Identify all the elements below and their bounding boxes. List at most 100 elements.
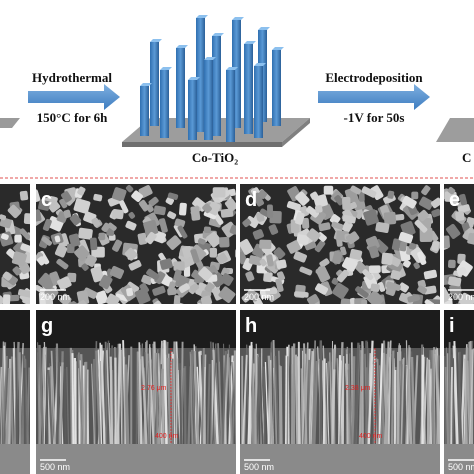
nanorod-top xyxy=(59,293,72,304)
product-label: C xyxy=(462,150,471,165)
nanorod xyxy=(163,340,168,445)
nanorod xyxy=(378,343,384,445)
nanorod xyxy=(69,347,73,445)
nanorod-top xyxy=(153,205,166,216)
thickness-label: 2.76 μm xyxy=(141,385,167,392)
nanorod xyxy=(137,351,140,445)
nanorod-top xyxy=(207,201,221,216)
nanorod-top xyxy=(183,265,191,277)
nanorod-top xyxy=(342,196,351,210)
nanorod xyxy=(0,366,3,435)
nanorod-top xyxy=(36,251,44,262)
nanorod-top xyxy=(402,259,411,268)
nanorod xyxy=(326,363,330,445)
scale-label: 500 nm xyxy=(244,462,274,472)
nanorod-top xyxy=(306,228,321,242)
nanorod-top xyxy=(332,282,349,300)
nanorod-top xyxy=(174,218,186,228)
nanorod-top xyxy=(173,269,182,282)
nanorod-top xyxy=(414,219,428,233)
rod-top xyxy=(244,41,256,44)
nanorod-top xyxy=(128,211,136,219)
nanorod-top xyxy=(119,200,129,214)
nanorod-top xyxy=(197,299,210,304)
nanorod-top xyxy=(178,283,190,293)
nanorod-top xyxy=(423,269,438,280)
nanorod xyxy=(254,348,257,445)
nanorod-top xyxy=(248,255,263,266)
nanorod xyxy=(97,349,103,445)
nanorod-top xyxy=(366,290,385,304)
nanorod-top xyxy=(11,251,27,267)
panel-label: g xyxy=(41,315,53,337)
nanorod xyxy=(0,341,5,445)
nanorod-top xyxy=(112,209,124,220)
nanorod-top xyxy=(90,266,105,283)
substrate xyxy=(444,444,474,474)
nanorod-top xyxy=(143,219,159,236)
nanorod xyxy=(38,344,45,445)
nanorod xyxy=(310,349,315,445)
nanorod-top xyxy=(68,233,81,248)
nanorod-top xyxy=(252,192,265,207)
nanorod-top xyxy=(375,221,390,233)
nanorod xyxy=(116,343,122,445)
nanorod-top xyxy=(368,265,381,274)
nanorod xyxy=(47,369,54,445)
nanorod-top xyxy=(141,274,153,286)
nanorod-top xyxy=(81,263,89,271)
nanorod-top xyxy=(190,206,201,221)
nanorod xyxy=(466,360,471,445)
nanorod-top xyxy=(252,229,264,240)
step-method: Hydrothermal xyxy=(32,70,112,85)
nanorod-top xyxy=(56,258,69,270)
nanorod-top xyxy=(57,276,72,291)
step-condition: 150°C for 6h xyxy=(37,110,108,125)
nanorod-top xyxy=(214,214,224,225)
nanorod-top xyxy=(203,226,211,234)
nanorod-top xyxy=(455,211,465,222)
nanorod xyxy=(104,341,109,445)
nanorod-top xyxy=(1,233,9,240)
nanorod-top xyxy=(424,299,435,304)
nanorod-top xyxy=(363,209,379,226)
nanorod xyxy=(457,351,461,445)
nanorod-top xyxy=(331,277,339,285)
rod-top xyxy=(232,17,244,20)
nanorod-top xyxy=(334,195,344,206)
sem-image xyxy=(444,310,474,474)
nanorod-top xyxy=(381,252,393,266)
nanorod xyxy=(450,367,453,445)
substrate-edge xyxy=(122,142,282,147)
nanorod-top xyxy=(115,293,129,302)
step-method: Electrodeposition xyxy=(325,70,423,85)
nanorod xyxy=(124,364,130,445)
nanorod-top xyxy=(286,240,301,254)
nanorod-top xyxy=(398,282,409,293)
rod xyxy=(176,48,185,128)
nanorod-top xyxy=(209,247,218,258)
nanorod xyxy=(100,344,106,445)
nanorod xyxy=(434,349,440,445)
nanorod xyxy=(95,350,101,445)
nanorod xyxy=(241,354,248,445)
nanorod-top xyxy=(36,209,42,223)
nanorod xyxy=(2,355,8,445)
nanorod-top xyxy=(377,281,386,292)
nanorod-top xyxy=(173,261,185,271)
nanorod-top xyxy=(258,189,268,199)
nanorod-top xyxy=(370,283,380,292)
substrate xyxy=(0,118,20,128)
nanorod-top xyxy=(108,234,116,241)
rod-top xyxy=(176,45,188,48)
sem-image xyxy=(240,184,440,304)
nanorod xyxy=(360,350,363,445)
nanorod-top xyxy=(20,243,30,253)
nanorod-top xyxy=(128,260,142,271)
nanorod-top xyxy=(0,217,12,229)
nanorod-top xyxy=(315,283,329,295)
rod xyxy=(254,66,263,138)
nanorod-top xyxy=(105,293,120,304)
nanorod-top xyxy=(112,187,127,202)
